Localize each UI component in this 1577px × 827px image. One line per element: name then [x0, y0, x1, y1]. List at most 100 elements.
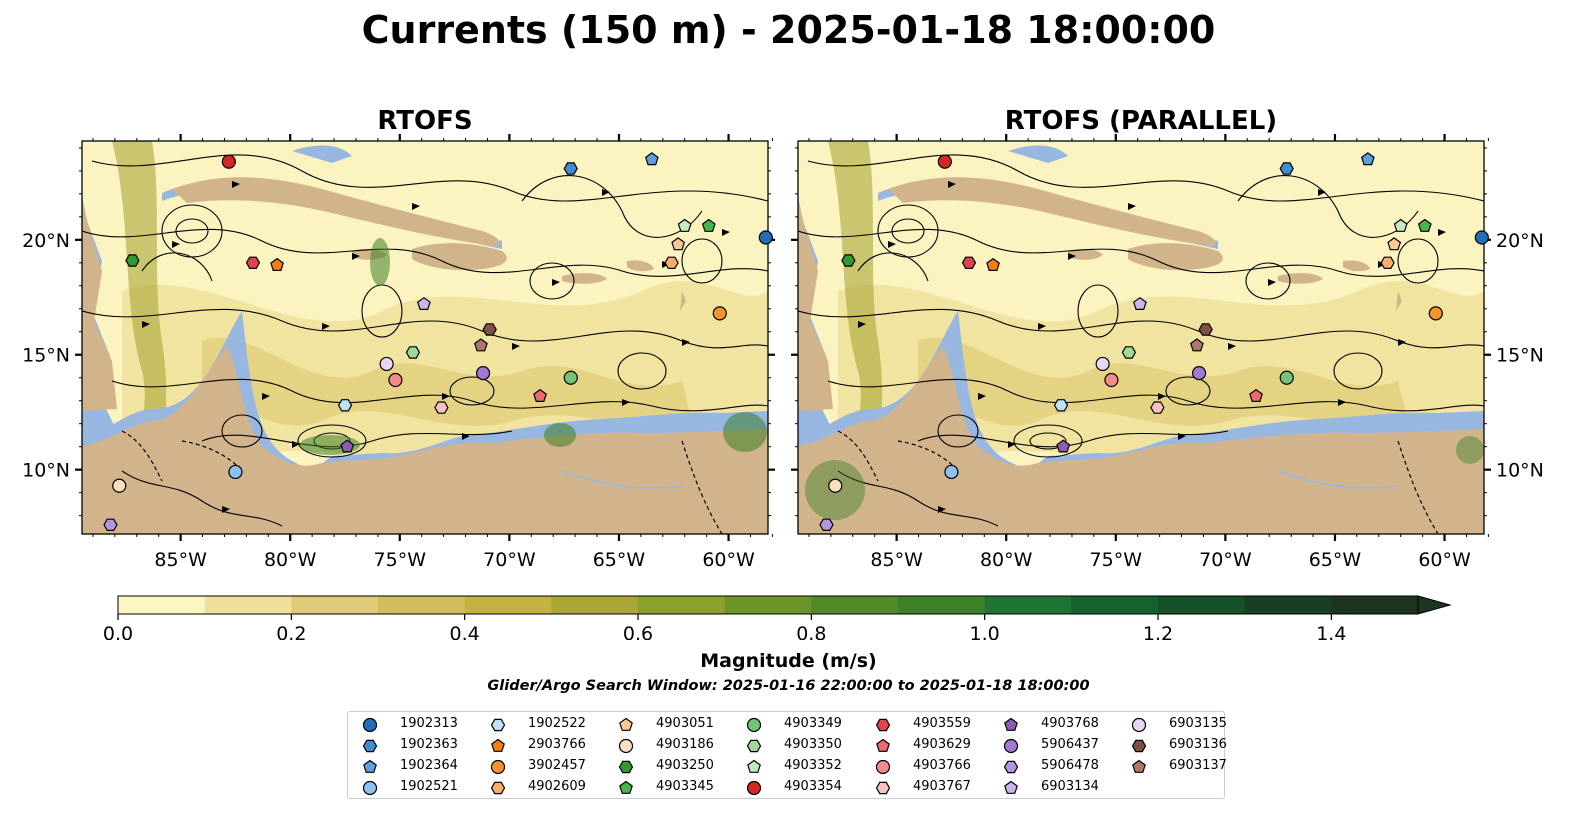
platform-marker-4903766	[388, 372, 403, 388]
legend-marker-icon	[1131, 717, 1147, 733]
legend-marker-icon	[1132, 759, 1146, 773]
platform-marker-1902364	[644, 152, 659, 166]
platform-marker-4903186	[112, 478, 127, 493]
platform-marker-4903767	[1150, 401, 1165, 414]
platform-marker-4903354	[221, 154, 236, 169]
legend-marker	[875, 718, 891, 732]
legend-label: 4903767	[913, 779, 971, 794]
platform-marker-4903186	[828, 478, 843, 493]
figure-title: Currents (150 m) - 2025-01-18 18:00:00	[361, 8, 1216, 52]
legend-marker	[1131, 717, 1147, 733]
legend-marker	[362, 717, 378, 733]
platform-markers	[103, 152, 1489, 532]
colorbar-segment	[118, 596, 206, 614]
platform-marker-4903767	[434, 401, 449, 414]
colorbar-segment	[551, 596, 639, 614]
legend-label: 4903345	[656, 779, 714, 794]
legend-marker-icon	[619, 717, 633, 731]
lon-tick-label: 60°W	[1418, 549, 1471, 571]
legend-marker-icon	[618, 760, 634, 774]
legend-marker-icon	[746, 739, 762, 753]
platform-marker-1902363	[1279, 162, 1294, 175]
colorbar-label: Magnitude (m/s)	[700, 650, 877, 672]
platform-marker-4903350	[1121, 346, 1137, 359]
platform-marker-4903349	[1279, 370, 1294, 385]
legend-label: 4903352	[784, 758, 842, 773]
colorbar: 0.0 0.2 0.4 0.6 0.8 1.0 1.2 1.4	[103, 595, 1452, 640]
legend-marker	[746, 739, 762, 753]
platform-marker-6903134	[416, 296, 431, 310]
lon-tick-label: 80°W	[264, 549, 317, 571]
platform-marker-4903349	[563, 370, 578, 385]
legend-label: 1902363	[400, 737, 458, 752]
colorbar-segment	[1331, 596, 1419, 614]
platform-marker-1902522	[1053, 399, 1069, 412]
legend-marker	[619, 780, 633, 794]
platform-marker-4903051	[671, 237, 686, 251]
legend-marker	[363, 759, 377, 773]
platform-marker-4903352	[1393, 218, 1408, 232]
platform-marker-2903766	[270, 257, 284, 271]
colorbar-segment	[898, 596, 986, 614]
lon-tick-label: 65°W	[1309, 549, 1362, 571]
legend-marker	[490, 759, 506, 775]
legend-label: 1902521	[400, 779, 458, 794]
colorbar-segment	[1071, 596, 1159, 614]
legend-marker	[746, 780, 762, 796]
platform-marker-4903250	[125, 254, 140, 267]
legend-marker-icon	[619, 780, 633, 794]
lon-tick-label: 70°W	[1199, 549, 1252, 571]
legend-label: 6903137	[1169, 758, 1227, 773]
colorbar-segment	[984, 596, 1072, 614]
lon-tick-label: 85°W	[154, 549, 207, 571]
lat-tick-label: 20°N	[22, 230, 70, 252]
legend-marker-icon	[490, 718, 506, 732]
legend-label: 1902313	[400, 716, 458, 731]
legend-marker	[875, 759, 891, 775]
platform-marker-1902313	[1474, 230, 1489, 245]
legend-marker	[362, 739, 378, 753]
legend-marker	[490, 781, 506, 795]
legend-label: 4903250	[656, 758, 714, 773]
platform-marker-1902521	[228, 464, 243, 480]
map-panels: 85°W 80°W 75°W 70°W 65°W 60°W 20°N 15°N 10°N 85°W…	[22, 134, 1544, 640]
platform-marker-4903352	[677, 218, 692, 232]
lon-tick-label: 60°W	[702, 549, 755, 571]
legend-marker-icon	[490, 759, 506, 775]
colorbar-frame	[117, 595, 1419, 615]
platform-marker-6903137	[473, 338, 488, 352]
colorbar-tick-label: 1.2	[1143, 623, 1173, 640]
legend-label: 6903135	[1169, 716, 1227, 731]
map-panel-rtofs	[82, 141, 768, 534]
lon-tick-label: 85°W	[870, 549, 923, 571]
legend-marker	[875, 781, 891, 795]
legend-label: 1902364	[400, 758, 458, 773]
legend-marker	[876, 738, 890, 752]
legend-marker-icon	[746, 717, 762, 733]
legend-marker	[491, 738, 505, 752]
colorbar-tick-label: 1.0	[970, 623, 1000, 640]
legend-marker	[362, 780, 378, 796]
platform-marker-4903345	[1417, 218, 1432, 232]
legend-label: 6903136	[1169, 737, 1227, 752]
lon-tick-label: 80°W	[980, 549, 1033, 571]
legend-marker	[490, 718, 506, 732]
colorbar-segment	[811, 596, 899, 614]
panel-title-rtofs-parallel: RTOFS (PARALLEL)	[1004, 106, 1278, 136]
legend-marker-icon	[1003, 738, 1019, 754]
platform-marker-4903345	[701, 218, 716, 232]
legend-marker	[1003, 738, 1019, 754]
colorbar-segment	[204, 596, 292, 614]
legend-marker-icon	[875, 718, 891, 732]
lon-tick-label: 70°W	[483, 549, 536, 571]
legend-marker-icon	[490, 781, 506, 795]
lat-tick-label: 15°N	[1496, 345, 1544, 367]
lat-tick-label: 20°N	[1496, 230, 1544, 252]
map-panel-rtofs-parallel	[798, 141, 1484, 534]
legend-marker	[1003, 760, 1019, 774]
colorbar-tick-label: 0.0	[103, 623, 133, 640]
legend-marker	[1132, 759, 1146, 773]
platform-legend: 1902313 1902363 1902364 1902521 1902522 29037…	[347, 711, 1227, 799]
legend-marker-icon	[1003, 760, 1019, 774]
platform-marker-5906437	[475, 366, 491, 381]
